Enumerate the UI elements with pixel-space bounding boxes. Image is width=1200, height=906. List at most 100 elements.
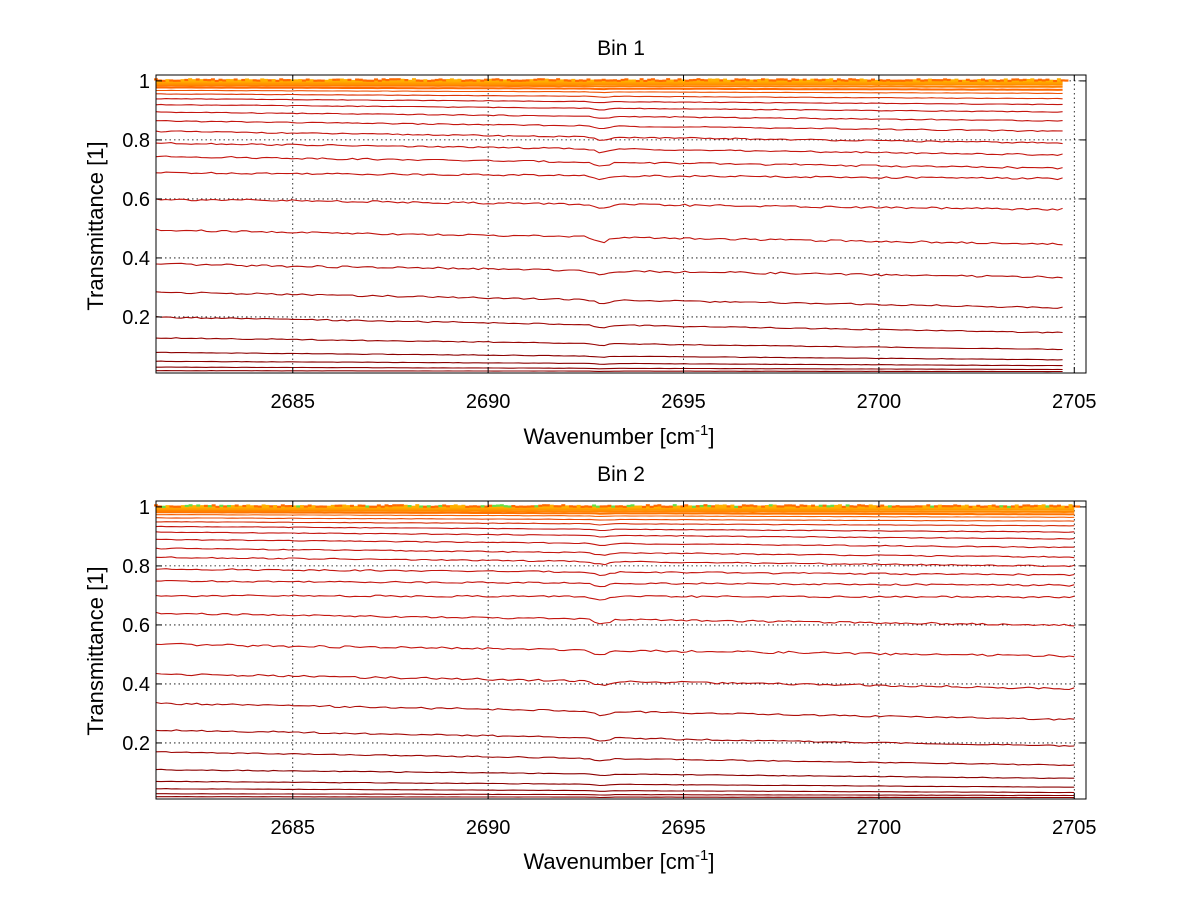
series-marker [807,505,811,507]
series-marker [980,506,984,508]
series-marker [310,79,314,81]
x-tick-label: 2695 [661,391,706,413]
series-marker [753,79,757,81]
series-marker [272,79,276,81]
series-marker [657,504,661,506]
series-marker [711,505,715,507]
series-marker [590,80,594,82]
series-marker [534,505,538,507]
series-marker [677,506,681,508]
series-marker [420,80,424,82]
series-marker [457,79,461,81]
series-marker [962,80,966,82]
series-marker [796,506,800,508]
series-marker [1038,79,1042,81]
series-marker [619,505,623,507]
series-marker [250,505,254,507]
series-marker [833,80,837,82]
series-marker [342,505,346,507]
series-line [156,557,1074,567]
series-marker [1053,505,1057,507]
series-marker [928,79,932,81]
series-marker [461,80,465,82]
series-marker [888,505,892,507]
series-marker [1019,506,1023,508]
series-marker [734,506,738,508]
series-marker [526,79,530,81]
series-marker [901,80,905,82]
x-tick-label: 2705 [1052,391,1097,413]
x-axis-label-main: Wavenumber [cm [523,424,695,449]
series-marker [246,504,250,506]
series-marker [1049,80,1053,82]
y-tick-label: 0.6 [122,189,150,211]
series-marker [304,505,308,507]
series-marker [857,504,861,506]
series-marker [1004,78,1008,80]
series-marker [423,506,427,508]
y-tick-label: 0.8 [122,130,150,152]
series-marker [917,78,921,80]
series-marker [298,79,302,81]
series-marker [1003,505,1007,507]
series-marker [700,505,704,507]
series-marker [431,79,435,81]
series-marker [279,78,283,80]
series-marker [177,506,181,508]
series-marker [830,505,834,507]
series-marker [393,78,397,80]
series-marker [894,80,898,82]
series-marker [972,506,976,508]
series-marker [269,505,273,507]
series-marker [511,505,515,507]
series-marker [273,505,277,507]
series-marker [355,78,359,80]
series-marker [515,506,519,508]
series-marker [920,80,924,82]
series-marker [757,79,761,81]
series-marker [227,505,231,507]
series-marker [651,78,655,80]
series-marker [693,79,697,81]
series-marker [1011,505,1015,507]
series-marker [810,79,814,81]
series-marker [765,79,769,81]
series-marker [617,80,621,82]
series-line [156,522,1074,526]
series-marker [369,506,373,508]
series-marker [439,78,443,80]
series-marker [688,505,692,507]
series-marker [788,80,792,82]
series-marker [496,505,500,507]
series-marker [234,78,238,80]
series-marker [288,505,292,507]
series-marker [166,505,170,507]
series-marker [811,505,815,507]
series-marker [231,505,235,507]
series-marker [792,505,796,507]
series-marker [784,504,788,506]
series-marker [1027,79,1031,81]
series-marker [281,504,285,506]
series-marker [761,78,765,80]
series-line [156,595,1074,600]
series-marker [776,78,780,80]
series-marker [568,80,572,82]
series-marker [208,505,212,507]
series-marker [533,79,537,81]
series-marker [262,504,266,506]
series-marker [666,78,670,80]
series-marker [313,80,317,82]
series-marker [495,78,499,80]
series-marker [1007,506,1011,508]
series-marker [514,80,518,82]
series-marker [1015,504,1019,506]
series-marker [909,79,913,81]
series-marker [951,79,955,81]
series-marker [898,80,902,82]
series-marker [655,80,659,82]
series-marker [473,505,477,507]
series-marker [350,505,354,507]
series-marker [1011,78,1015,80]
